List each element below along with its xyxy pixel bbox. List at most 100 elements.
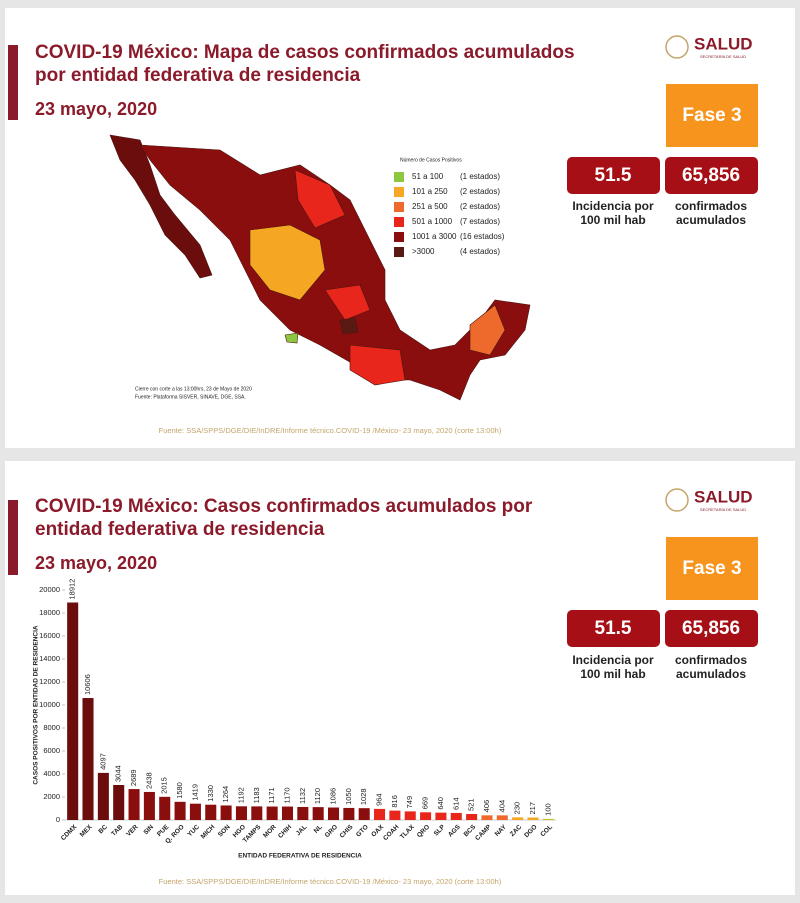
value-label: 640: [436, 797, 445, 810]
legend-range: 101 a 250: [412, 187, 448, 196]
stat-label: acumulados: [676, 213, 746, 227]
legend-swatch: [394, 232, 404, 242]
stat-label: Incidencia por: [572, 199, 654, 213]
bar: [404, 811, 416, 820]
bar: [159, 796, 171, 820]
value-label: 1132: [298, 788, 307, 804]
logo-subtitle: SECRETARÍA DE SALUD: [700, 54, 746, 59]
bar: [235, 806, 247, 820]
bar: [82, 698, 94, 820]
legend-count: (2 estados): [460, 202, 500, 211]
note: Cierre con corte a las 13:00hrs, 23 de M…: [135, 386, 252, 392]
legend-count: (2 estados): [460, 187, 500, 196]
value-label: 404: [497, 800, 506, 813]
y-tick-label: 12000: [39, 677, 60, 686]
stat-label: Incidencia por: [572, 653, 654, 667]
bar: [143, 791, 155, 820]
y-tick-label: 10000: [39, 700, 60, 709]
value-label: 406: [482, 800, 491, 813]
value-label: 749: [405, 796, 414, 809]
value-label: 3044: [114, 765, 123, 782]
accent-bar: [8, 500, 18, 575]
y-tick-label: 16000: [39, 631, 60, 640]
bar: [481, 815, 493, 820]
stat-value: 65,856: [682, 618, 740, 639]
bar: [97, 772, 109, 820]
bar: [220, 805, 232, 820]
y-tick-label: 20000: [39, 585, 60, 594]
legend-count: (4 estados): [460, 247, 500, 256]
bar: [343, 807, 355, 820]
stat-box: [567, 157, 660, 194]
stat-label: confirmados: [675, 199, 747, 213]
map-region: [349, 344, 406, 386]
y-tick-label: 8000: [43, 723, 60, 732]
x-tick-label: BC: [97, 823, 109, 835]
stat-box: [665, 157, 758, 194]
map-region: [294, 169, 346, 229]
bar: [466, 814, 478, 820]
y-tick-label: 14000: [39, 654, 60, 663]
bar: [512, 817, 524, 820]
logo-emblem: [665, 35, 689, 59]
logo: SALUD: [694, 34, 753, 53]
title: COVID-19 México: Casos confirmados acumu…: [35, 496, 533, 517]
legend-swatch: [394, 217, 404, 227]
stat-value: 51.5: [595, 165, 632, 186]
note: Fuente: Plataforma SISVER, SINAVE, DGE, …: [135, 394, 246, 400]
legend-range: >3000: [412, 247, 435, 256]
value-label: 2689: [129, 769, 138, 786]
chart: 0 2000 4000 6000 8000 10000 12000 14000 16000 180…: [39, 579, 554, 846]
bar: [189, 803, 201, 820]
phase-box: [666, 537, 758, 600]
stat-label: 100 mil hab: [580, 213, 645, 227]
stat-box: [665, 610, 758, 647]
bar: [266, 806, 278, 820]
value-label: 1330: [206, 785, 215, 802]
value-label: 1028: [359, 788, 368, 805]
bar: [450, 812, 462, 820]
stat-value: 65,856: [682, 165, 740, 186]
value-label: 4097: [98, 753, 107, 770]
bar: [358, 808, 370, 820]
slide: [5, 461, 795, 895]
bar: [496, 815, 508, 820]
accent-bar: [8, 45, 18, 120]
stat-label: confirmados: [675, 653, 747, 667]
value-label: 669: [421, 797, 430, 810]
value-label: 816: [390, 795, 399, 808]
phase: Fase 3: [682, 105, 741, 126]
map-region: [339, 317, 359, 335]
source: Fuente: SSA/SPPS/DGE/DIE/InDRE/Informe t…: [159, 426, 502, 435]
value-label: 1050: [344, 788, 353, 805]
stat-label: 100 mil hab: [580, 667, 645, 681]
bar: [113, 784, 125, 820]
value-label: 1183: [252, 787, 261, 803]
y-tick-label: 18000: [39, 608, 60, 617]
y-tick-label: 2000: [43, 792, 60, 801]
map-region: [324, 284, 371, 321]
legend-range: 1001 a 3000: [412, 232, 457, 241]
y-tick-label: 4000: [43, 769, 60, 778]
bar: [389, 810, 401, 820]
legend-count: (16 estados): [460, 232, 505, 241]
bar: [435, 812, 447, 820]
bar: [174, 801, 186, 820]
y-tick-label: 6000: [43, 746, 60, 755]
value-label: 2438: [144, 772, 153, 789]
value-label: 230: [513, 802, 522, 815]
phase: Fase 3: [682, 558, 741, 579]
stat-box: [567, 610, 660, 647]
title: entidad federativa de residencia: [35, 519, 325, 540]
map-region: [284, 332, 299, 344]
bar: [281, 806, 294, 820]
bar: [251, 806, 263, 820]
legend: Número de Casos Positivos 51 a 100 (1 esta…: [394, 157, 505, 257]
value-label: 1170: [282, 787, 291, 803]
value-label: 1419: [190, 784, 199, 801]
source: Fuente: SSA/SPPS/DGE/DIE/InDRE/Informe t…: [159, 877, 502, 886]
value-label: 10606: [83, 674, 92, 695]
stat-value: 51.5: [595, 618, 632, 639]
map: [109, 134, 531, 401]
